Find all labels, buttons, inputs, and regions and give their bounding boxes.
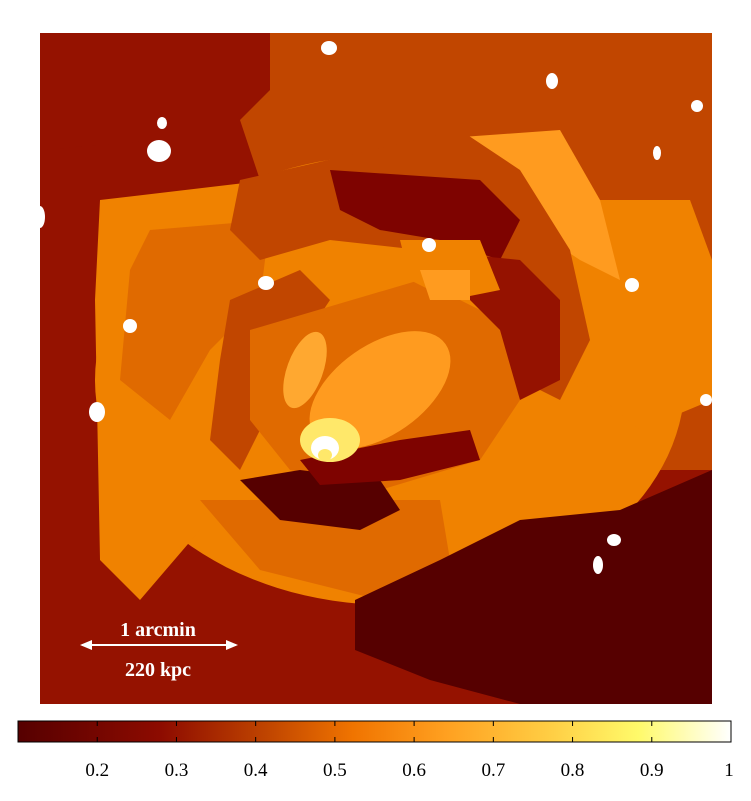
south-dark-arc [240, 470, 400, 530]
south-east-dark-region [355, 470, 712, 704]
colorbar-tick-label: 1 [724, 760, 734, 781]
colorbar-tick-label: 0.6 [402, 760, 426, 781]
core-peak [318, 449, 332, 461]
colorbar-tick-label: 0.9 [640, 760, 664, 781]
scale-bar-physical-label: 220 kpc [125, 659, 191, 681]
south-inner-arc [300, 430, 480, 485]
scale-bar: 1 arcmin 220 kpc [80, 619, 238, 681]
colorbar-tick-label: 0.8 [561, 760, 585, 781]
colorbar-gradient [17, 720, 732, 743]
colorbar-tick-label: 0.7 [481, 760, 505, 781]
south-mid-region [200, 500, 450, 600]
colorbar-tick-label: 0.5 [323, 760, 347, 781]
north-west-region [40, 33, 270, 150]
colorbar: 0.2 0.3 0.4 0.5 0.6 0.7 0.8 0.9 1 [17, 720, 734, 781]
north-dark-arc [330, 170, 520, 260]
core-light [309, 331, 451, 449]
scale-bar-right-arrowhead [226, 640, 238, 650]
temperature-map [40, 33, 712, 704]
scale-bar-left-arrowhead [80, 640, 92, 650]
colorbar-tick-label: 0.4 [244, 760, 268, 781]
east-inner-arc [420, 250, 560, 400]
core-white [311, 436, 339, 460]
core-west-lobe [283, 331, 327, 409]
north-core-light-patch [420, 270, 470, 300]
colorbar-ticks: 0.2 0.3 0.4 0.5 0.6 0.7 0.8 0.9 1 [85, 721, 734, 781]
colorbar-tick-label: 0.3 [165, 760, 189, 781]
west-mid-region [120, 220, 270, 420]
scale-bar-angular-label: 1 arcmin [120, 619, 196, 641]
colorbar-tick-label: 0.2 [85, 760, 109, 781]
masked-point-sources [40, 41, 712, 574]
